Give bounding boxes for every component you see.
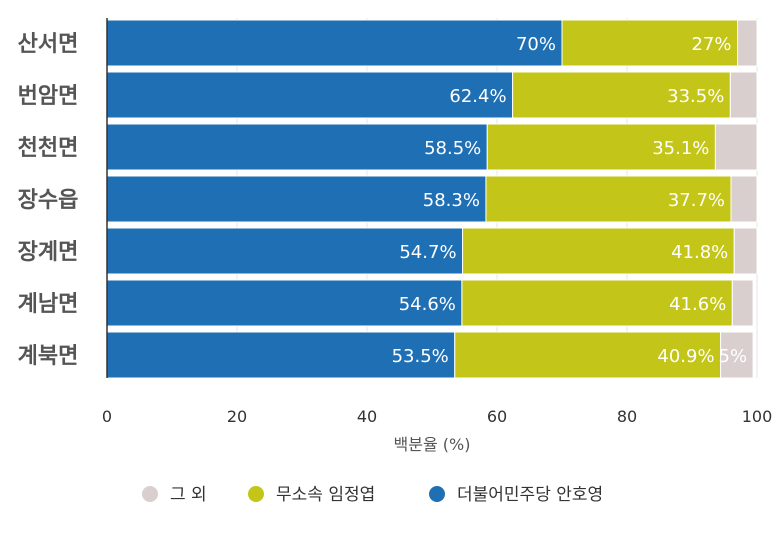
x-tick-label: 0 xyxy=(102,407,112,426)
bar-segment xyxy=(486,123,716,171)
data-label: 37.7% xyxy=(668,190,725,211)
bars xyxy=(106,19,758,379)
data-label: 41.8% xyxy=(671,242,728,263)
data-label: 62.4% xyxy=(449,86,506,107)
bar-segment xyxy=(720,331,754,379)
bar-segment xyxy=(106,19,563,67)
category-label: 장계면 xyxy=(18,240,79,265)
bar-segment xyxy=(737,19,758,67)
data-label: 33.5% xyxy=(667,86,724,107)
legend: 그 외 무소속 임정엽 더불어민주당 안호영 xyxy=(142,485,603,505)
x-axis-title: 백분율 (%) xyxy=(394,435,471,454)
legend-label: 무소속 임정엽 xyxy=(276,485,375,505)
data-label: 5% xyxy=(719,346,748,367)
data-label: 58.3% xyxy=(423,190,480,211)
bar-segment xyxy=(106,123,488,171)
bar-segment xyxy=(462,227,735,275)
legend-label: 그 외 xyxy=(170,485,207,505)
data-label: 58.5% xyxy=(424,138,481,159)
data-label: 35.1% xyxy=(652,138,709,159)
bar-segment xyxy=(461,279,733,327)
data-label: 41.6% xyxy=(669,294,726,315)
bar-segment xyxy=(729,71,758,119)
category-label: 번암면 xyxy=(18,84,79,109)
data-label: 40.9% xyxy=(657,346,714,367)
bar-segment xyxy=(106,175,487,223)
bar-segment xyxy=(454,331,722,379)
x-tick-label: 80 xyxy=(617,407,637,426)
bar-segment xyxy=(106,331,456,379)
data-labels: 70% 27% 62.4% 33.5% 58.5% 35.1% 58.3% 37.7% 54.7… xyxy=(392,34,748,367)
legend-label: 더불어민주당 안호영 xyxy=(457,485,603,505)
legend-swatch xyxy=(142,486,158,502)
category-label: 장수읍 xyxy=(18,188,79,213)
data-label: 54.7% xyxy=(399,242,456,263)
bar-segment xyxy=(106,279,463,327)
category-label: 계북면 xyxy=(18,344,79,369)
category-label: 산서면 xyxy=(18,32,79,57)
category-label: 계남면 xyxy=(18,292,79,317)
x-tick-label: 20 xyxy=(227,407,247,426)
x-tick-label: 40 xyxy=(357,407,377,426)
bar-segment xyxy=(731,279,754,327)
bar-segment xyxy=(106,227,464,275)
bar-segment xyxy=(730,175,758,223)
bar-segment xyxy=(561,19,738,67)
data-label: 70% xyxy=(516,34,556,55)
x-tick-labels: 0 20 40 60 80 100 xyxy=(102,407,772,426)
bar-segment xyxy=(714,123,758,171)
category-label: 천천면 xyxy=(18,136,79,161)
data-label: 54.6% xyxy=(399,294,456,315)
legend-swatch xyxy=(429,486,445,502)
data-label: 27% xyxy=(691,34,731,55)
bar-segment xyxy=(733,227,758,275)
legend-swatch xyxy=(248,486,264,502)
x-tick-label: 60 xyxy=(487,407,507,426)
data-label: 53.5% xyxy=(392,346,449,367)
x-tick-label: 100 xyxy=(742,407,773,426)
